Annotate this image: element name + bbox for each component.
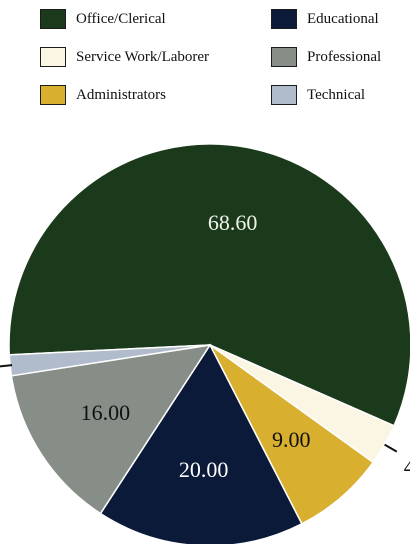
data-label-office-clerical: 68.60 xyxy=(208,210,258,235)
data-label-professional: 16.00 xyxy=(81,400,131,425)
chart-legend: Office/Clerical Educational Service Work… xyxy=(0,0,410,110)
legend-label-educational: Educational xyxy=(307,10,379,27)
pie-slice-professional xyxy=(10,344,212,515)
legend-label-technical: Technical xyxy=(307,86,366,103)
legend-item-educational: Educational xyxy=(271,7,379,31)
legend-swatch-office-clerical xyxy=(40,9,66,29)
legend-item-technical: Technical xyxy=(271,83,365,107)
legend-item-professional: Professional xyxy=(271,45,381,69)
legend-label-office-clerical: Office/Clerical xyxy=(76,10,166,27)
data-label-administrators: 9.00 xyxy=(272,427,311,452)
legend-swatch-technical xyxy=(271,85,297,105)
leader-line-technical xyxy=(0,364,13,368)
pie-slice-educational xyxy=(99,343,303,544)
legend-item-service-work-laborer: Service Work/Laborer xyxy=(40,45,209,69)
pie-slice-administrators xyxy=(209,344,375,525)
legend-swatch-educational xyxy=(271,9,297,29)
legend-swatch-administrators xyxy=(40,85,66,105)
legend-item-administrators: Administrators xyxy=(40,83,166,107)
leader-line-service-work-laborer xyxy=(384,443,398,453)
data-label-service-work-laborer: 4.00 xyxy=(404,454,410,479)
legend-label-administrators: Administrators xyxy=(76,86,166,103)
legend-label-service-work-laborer: Service Work/Laborer xyxy=(76,48,210,65)
data-label-educational: 20.00 xyxy=(179,457,229,482)
legend-item-office-clerical: Office/Clerical xyxy=(40,7,166,31)
legend-swatch-professional xyxy=(271,47,297,67)
legend-swatch-service-work-laborer xyxy=(40,47,66,67)
legend-label-professional: Professional xyxy=(307,48,382,65)
